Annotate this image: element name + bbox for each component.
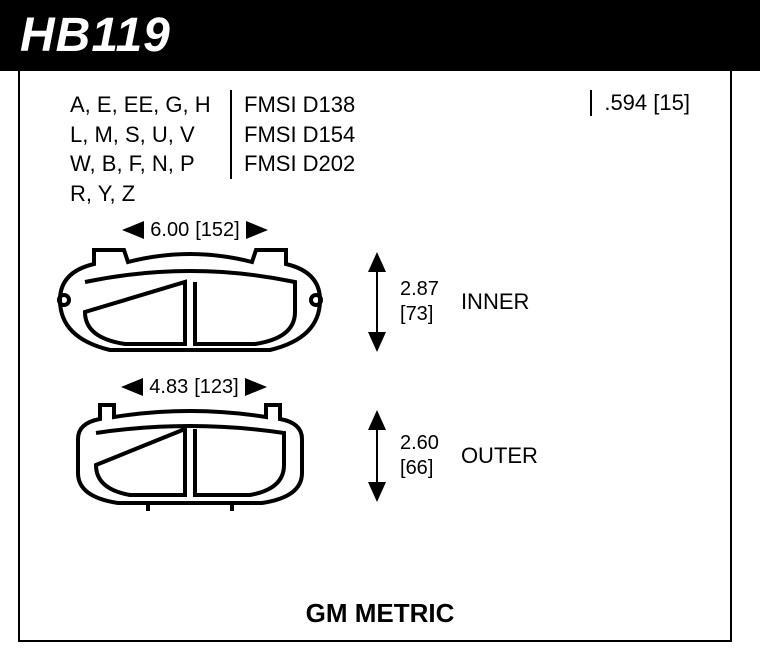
bracket: [66] bbox=[400, 456, 439, 481]
outer-width-mm: 123 bbox=[200, 376, 233, 398]
fmsi-line: FMSI D138 bbox=[244, 90, 355, 120]
part-number: HB119 bbox=[20, 9, 171, 62]
compound-codes: A, E, EE, G, H L, M, S, U, V W, B, F, N,… bbox=[40, 90, 230, 209]
inner-width-mm: 152 bbox=[201, 219, 234, 241]
diagram-area: 6.00 [152] bbox=[40, 219, 720, 514]
outer-width-in: 4.83 bbox=[149, 376, 188, 399]
inner-height-in: 2.87 bbox=[400, 277, 439, 302]
arrow-left-icon bbox=[121, 378, 143, 396]
inner-height-label: 2.87 [73] bbox=[400, 277, 439, 327]
arrow-up-icon bbox=[368, 410, 386, 430]
outer-height-label: 2.60 [66] bbox=[400, 431, 439, 481]
bracket: [73] bbox=[400, 302, 439, 327]
inner-height-mm: 73 bbox=[406, 303, 428, 325]
compound-line: W, B, F, N, P bbox=[70, 149, 230, 179]
arrow-down-icon bbox=[368, 332, 386, 352]
inner-pad-row: 2.87 [73] INNER bbox=[40, 242, 720, 362]
thickness-mm: 15 bbox=[659, 90, 683, 115]
outer-height-in: 2.60 bbox=[400, 431, 439, 456]
arrow-right-icon bbox=[245, 378, 267, 396]
compound-line: R, Y, Z bbox=[70, 179, 230, 209]
bracket: [152] bbox=[195, 219, 240, 242]
spec-row: A, E, EE, G, H L, M, S, U, V W, B, F, N,… bbox=[40, 90, 720, 209]
dim-line bbox=[376, 272, 378, 332]
outer-height-dim bbox=[368, 410, 386, 502]
outer-height-mm: 66 bbox=[406, 457, 428, 479]
outer-width-dim: 4.83 [123] bbox=[84, 376, 304, 399]
arrow-left-icon bbox=[122, 221, 144, 239]
outer-label: OUTER bbox=[461, 443, 538, 469]
fmsi-line: FMSI D154 bbox=[244, 120, 355, 150]
inner-width-dim: 6.00 [152] bbox=[70, 219, 320, 242]
compound-line: A, E, EE, G, H bbox=[70, 90, 230, 120]
fmsi-codes: FMSI D138 FMSI D154 FMSI D202 bbox=[230, 90, 367, 179]
thickness-in: .594 bbox=[604, 90, 647, 115]
arrow-right-icon bbox=[246, 221, 268, 239]
outer-pad-drawing bbox=[40, 399, 340, 514]
bracket: [123] bbox=[194, 376, 239, 399]
compound-line: L, M, S, U, V bbox=[70, 120, 230, 150]
inner-height-dim bbox=[368, 252, 386, 352]
fmsi-line: FMSI D202 bbox=[244, 149, 355, 179]
inner-label: INNER bbox=[461, 289, 529, 315]
outer-pad-row: 2.60 [66] OUTER bbox=[40, 399, 720, 514]
product-title: GM METRIC bbox=[40, 598, 720, 629]
inner-pad-drawing bbox=[40, 242, 340, 362]
arrow-down-icon bbox=[368, 482, 386, 502]
inner-width-in: 6.00 bbox=[150, 219, 189, 242]
thickness: .594 [15] bbox=[590, 90, 720, 116]
part-number-header: HB119 bbox=[0, 0, 760, 71]
arrow-up-icon bbox=[368, 252, 386, 272]
content-area: A, E, EE, G, H L, M, S, U, V W, B, F, N,… bbox=[40, 90, 720, 627]
dim-line bbox=[376, 430, 378, 482]
